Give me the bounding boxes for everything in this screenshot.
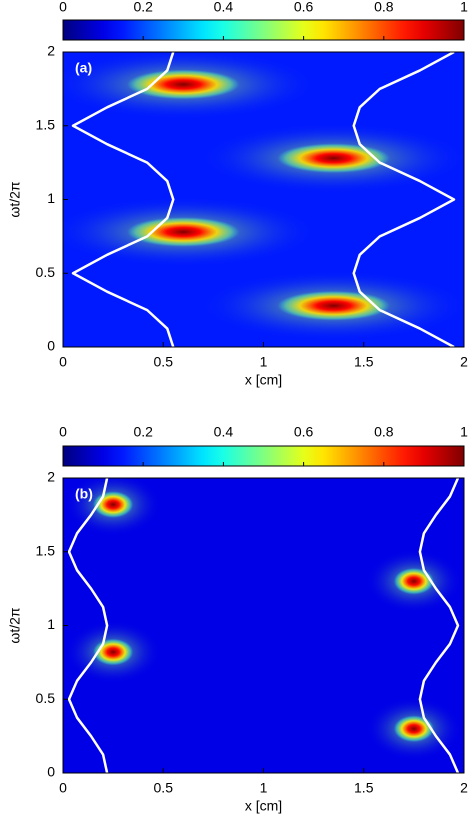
panel-label: (b) <box>75 486 93 502</box>
colorbar-tick-label: 0 <box>59 424 67 440</box>
colorbar-tick-label: 0.4 <box>214 424 234 440</box>
colorbar-tick-label: 0.8 <box>374 424 394 440</box>
y-tick-label: 0.5 <box>36 690 56 706</box>
x-tick-label: 0.5 <box>154 780 174 796</box>
colorbar-tick-label: 0 <box>59 0 67 15</box>
y-tick-label: 0 <box>47 338 55 354</box>
boundary-curve <box>71 52 175 347</box>
colorbar-tick-label: 0.6 <box>294 0 314 15</box>
y-axis-label: ωt/2π <box>7 607 23 643</box>
y-tick-label: 1.5 <box>36 116 56 132</box>
colorbar-tick-label: 1 <box>460 0 468 15</box>
colorbar-tick-label: 0.2 <box>133 0 153 15</box>
colorbar-tick-label: 0.8 <box>374 0 394 15</box>
y-tick-label: 1 <box>47 616 55 632</box>
y-tick-label: 1.5 <box>36 542 56 558</box>
boundary-curve <box>352 52 456 347</box>
x-tick-label: 1 <box>260 780 268 796</box>
x-tick-label: 0.5 <box>154 354 174 370</box>
x-tick-label: 0 <box>59 780 67 796</box>
boundary-curve <box>67 478 109 773</box>
colorbar-tick-label: 0.4 <box>214 0 234 15</box>
colorbar <box>62 445 465 467</box>
peak <box>277 143 390 173</box>
y-tick-label: 2 <box>47 43 55 59</box>
peak <box>393 567 434 595</box>
y-axis-label: ωt/2π <box>7 181 23 217</box>
x-tick-label: 1.5 <box>354 354 374 370</box>
colorbar-tick-label: 0.6 <box>294 424 314 440</box>
y-tick-label: 0.5 <box>36 264 56 280</box>
x-tick-label: 2 <box>460 354 468 370</box>
x-axis-label: x [cm] <box>245 798 282 814</box>
peak <box>127 69 240 100</box>
x-tick-label: 1 <box>260 354 268 370</box>
x-tick-label: 1.5 <box>354 780 374 796</box>
x-axis-label: x [cm] <box>245 372 282 388</box>
y-tick-label: 0 <box>47 764 55 780</box>
y-tick-label: 1 <box>47 190 55 206</box>
x-tick-label: 0 <box>59 354 67 370</box>
x-tick-label: 2 <box>460 780 468 796</box>
panel-label: (a) <box>75 60 92 76</box>
peak <box>127 217 240 247</box>
plot-area <box>63 478 464 773</box>
peak <box>277 290 390 321</box>
colorbar-tick-label: 0.2 <box>133 424 153 440</box>
peak <box>393 715 434 743</box>
boundary-curve <box>418 478 460 773</box>
y-tick-label: 2 <box>47 469 55 485</box>
plot-area <box>63 52 464 347</box>
colorbar <box>62 19 465 41</box>
colorbar-tick-label: 1 <box>460 424 468 440</box>
